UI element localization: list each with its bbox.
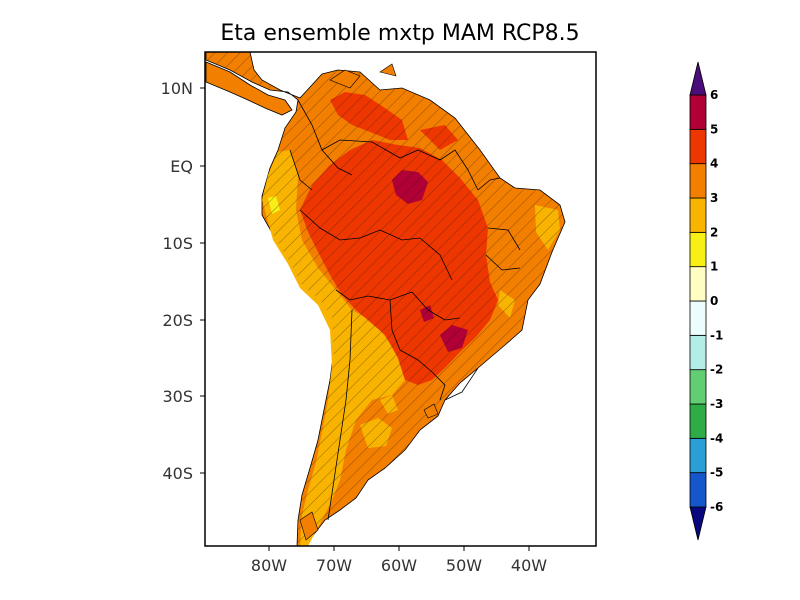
- colorbar-label: 5: [710, 122, 718, 136]
- central-america: [205, 61, 293, 116]
- x-axis: 80W 70W 60W 50W 40W: [251, 546, 547, 575]
- colorbar-label: 6: [710, 88, 718, 102]
- country-borders: [289, 99, 521, 521]
- colorbar-label: -3: [710, 397, 723, 411]
- colorbar-segment: [689, 437, 707, 474]
- colorbar-segment: [689, 231, 707, 268]
- x-tick-label: 60W: [381, 556, 417, 575]
- colorbar-label: -6: [710, 500, 723, 514]
- colorbar: -6 -5 -4 -3 -2 -1 0 1 2 3 4 5 6: [689, 61, 723, 541]
- colorbar-segment: [689, 472, 707, 508]
- y-tick-label: 20S: [162, 311, 193, 330]
- colorbar-label: 3: [710, 191, 718, 205]
- x-tick-label: 80W: [251, 556, 287, 575]
- colorbar-min-triangle: [689, 506, 707, 541]
- colorbar-segment: [689, 128, 707, 165]
- colorbar-label: -4: [710, 431, 723, 445]
- map-frame: [204, 51, 597, 547]
- colorbar-label: 4: [710, 157, 718, 171]
- colorbar-label: -2: [710, 363, 723, 377]
- colorbar-segment: [689, 266, 707, 302]
- y-tick-label: 30S: [162, 387, 193, 406]
- colorbar-segment: [689, 334, 707, 371]
- colorbar-segment: [689, 163, 707, 199]
- chart-title: Eta ensemble mxtp MAM RCP8.5: [220, 21, 579, 46]
- y-tick-label: 40S: [162, 464, 193, 483]
- x-tick-label: 40W: [511, 556, 547, 575]
- colorbar-segment: [689, 94, 707, 130]
- colorbar-label: 0: [710, 294, 718, 308]
- colorbar-segment: [689, 369, 707, 405]
- colorbar-segment: [689, 403, 707, 439]
- colorbar-segment: [689, 197, 707, 233]
- colorbar-segment: [689, 300, 707, 336]
- colorbar-label: -1: [710, 328, 723, 342]
- colorbar-max-triangle: [689, 61, 707, 96]
- colorbar-label: 2: [710, 225, 718, 239]
- colorbar-label: 1: [710, 260, 718, 274]
- islands: [299, 63, 439, 541]
- y-tick-label: 10S: [162, 234, 193, 253]
- y-axis: 10N EQ 10S 20S 30S 40S: [161, 79, 205, 483]
- colorbar-label: -5: [710, 466, 723, 480]
- y-tick-label: 10N: [161, 79, 193, 98]
- x-tick-label: 50W: [446, 556, 482, 575]
- map-area: [205, 52, 596, 546]
- x-tick-label: 70W: [316, 556, 352, 575]
- y-tick-label: EQ: [170, 157, 193, 176]
